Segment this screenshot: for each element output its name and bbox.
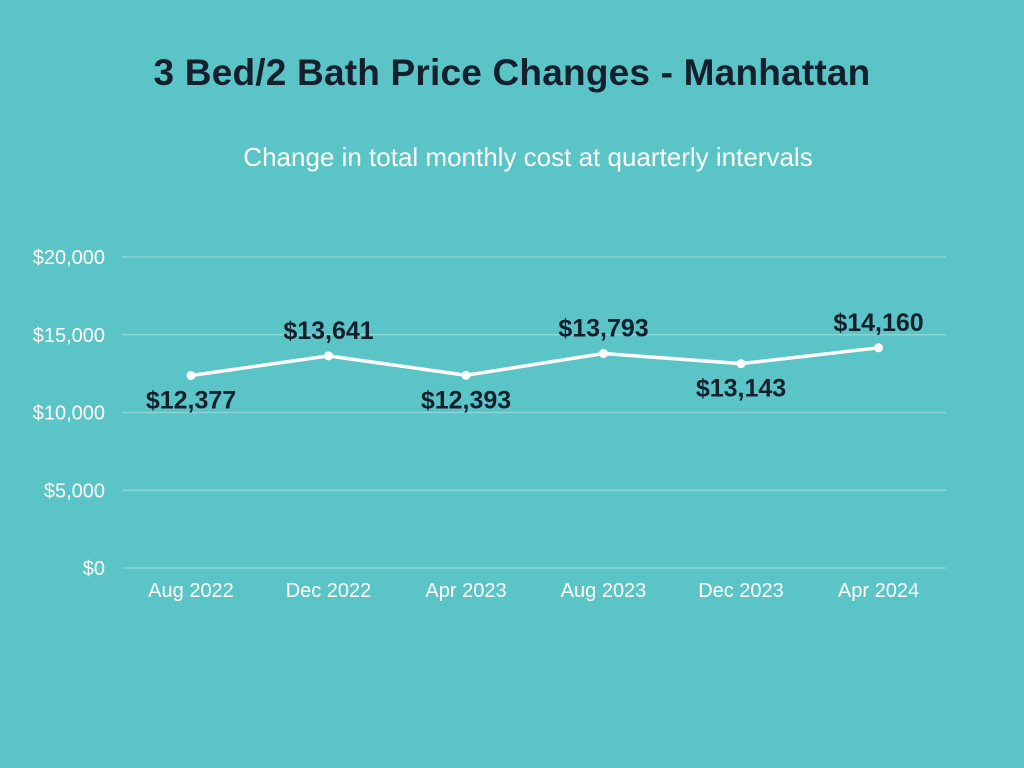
data-point: [736, 359, 746, 369]
data-label: $12,377: [146, 387, 236, 415]
x-tick-label: Dec 2022: [286, 580, 372, 602]
y-tick-label: $5,000: [44, 480, 105, 502]
x-tick-label: Aug 2022: [148, 580, 234, 602]
x-tick-label: Aug 2023: [561, 580, 647, 602]
data-label: $13,793: [558, 315, 648, 343]
data-point: [874, 343, 883, 353]
y-tick-label: $20,000: [33, 247, 105, 269]
data-point: [186, 371, 196, 381]
data-point: [461, 370, 471, 380]
chart-subtitle: Change in total monthly cost at quarterl…: [243, 142, 813, 172]
chart-title: 3 Bed/2 Bath Price Changes - Manhattan: [153, 52, 871, 93]
data-label: $13,641: [283, 317, 373, 345]
data-point: [599, 349, 608, 359]
x-tick-label: Apr 2024: [838, 580, 919, 602]
series-line: [189, 346, 881, 378]
x-tick-label: Apr 2023: [425, 580, 506, 602]
data-label: $14,160: [833, 309, 923, 337]
x-tick-label: Dec 2023: [698, 580, 784, 602]
data-label: $12,393: [421, 386, 511, 414]
y-tick-label: $15,000: [33, 325, 105, 347]
y-tick-label: $10,000: [33, 403, 105, 425]
data-point: [324, 351, 333, 361]
data-label: $13,143: [696, 375, 786, 403]
y-tick-label: $0: [83, 558, 105, 580]
